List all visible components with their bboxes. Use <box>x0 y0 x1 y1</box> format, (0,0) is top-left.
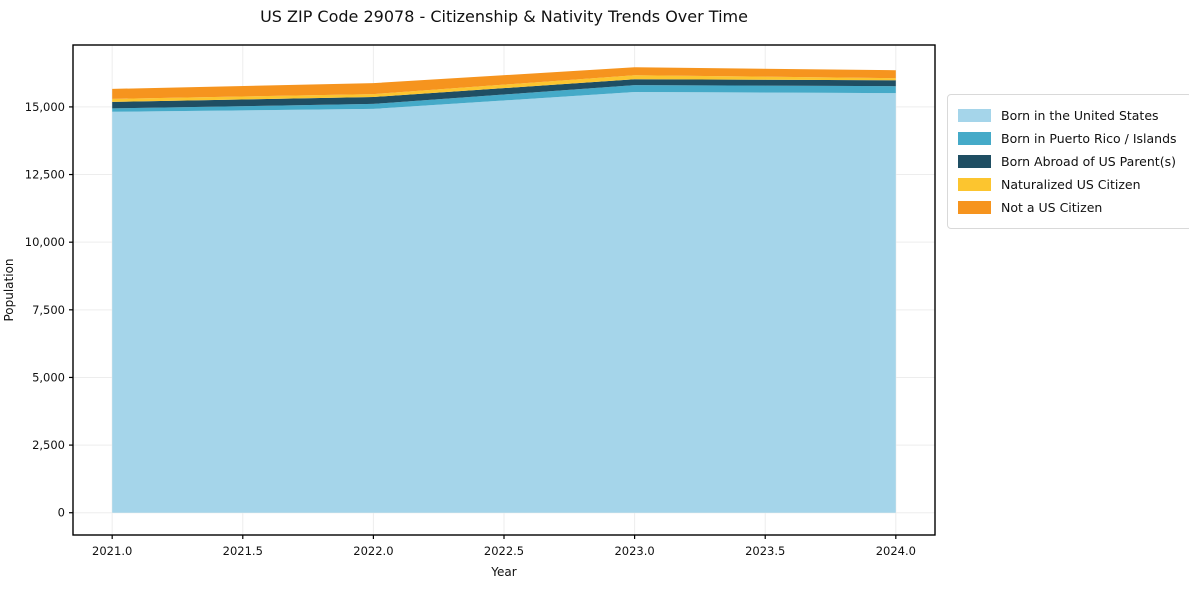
x-tick-label: 2023.0 <box>614 544 654 558</box>
legend-item: Born in the United States <box>958 104 1177 127</box>
y-tick-label: 7,500 <box>32 303 65 317</box>
area-series-2 <box>112 79 896 109</box>
area-series-4 <box>112 67 896 99</box>
legend-label: Naturalized US Citizen <box>1001 177 1141 192</box>
x-tick-label: 2023.5 <box>745 544 785 558</box>
legend-label: Born in Puerto Rico / Islands <box>1001 131 1177 146</box>
area-series-3 <box>112 75 896 102</box>
y-tick-label: 15,000 <box>25 100 65 114</box>
legend-swatch <box>958 155 991 168</box>
legend-label: Not a US Citizen <box>1001 200 1103 215</box>
legend: Born in the United States Born in Puerto… <box>947 94 1189 229</box>
legend-swatch <box>958 132 991 145</box>
x-tick-label: 2021.5 <box>223 544 263 558</box>
area-series-1 <box>112 85 896 112</box>
y-tick-label: 0 <box>58 506 65 520</box>
area-series-0 <box>112 92 896 513</box>
legend-item: Born in Puerto Rico / Islands <box>958 127 1177 150</box>
legend-item: Naturalized US Citizen <box>958 173 1177 196</box>
y-tick-label: 5,000 <box>32 370 65 384</box>
y-tick-label: 10,000 <box>25 235 65 249</box>
legend-item: Not a US Citizen <box>958 196 1177 219</box>
y-tick-label: 2,500 <box>32 438 65 452</box>
legend-label: Born Abroad of US Parent(s) <box>1001 154 1176 169</box>
legend-label: Born in the United States <box>1001 108 1159 123</box>
legend-swatch <box>958 201 991 214</box>
y-tick-label: 12,500 <box>25 168 65 182</box>
x-tick-label: 2022.0 <box>353 544 393 558</box>
legend-item: Born Abroad of US Parent(s) <box>958 150 1177 173</box>
x-tick-label: 2024.0 <box>876 544 916 558</box>
x-axis-label: Year <box>491 565 517 579</box>
y-axis-label: Population <box>2 258 16 322</box>
x-tick-label: 2022.5 <box>484 544 524 558</box>
legend-swatch <box>958 178 991 191</box>
x-tick-label: 2021.0 <box>92 544 132 558</box>
legend-swatch <box>958 109 991 122</box>
chart-title: US ZIP Code 29078 - Citizenship & Nativi… <box>260 7 748 26</box>
